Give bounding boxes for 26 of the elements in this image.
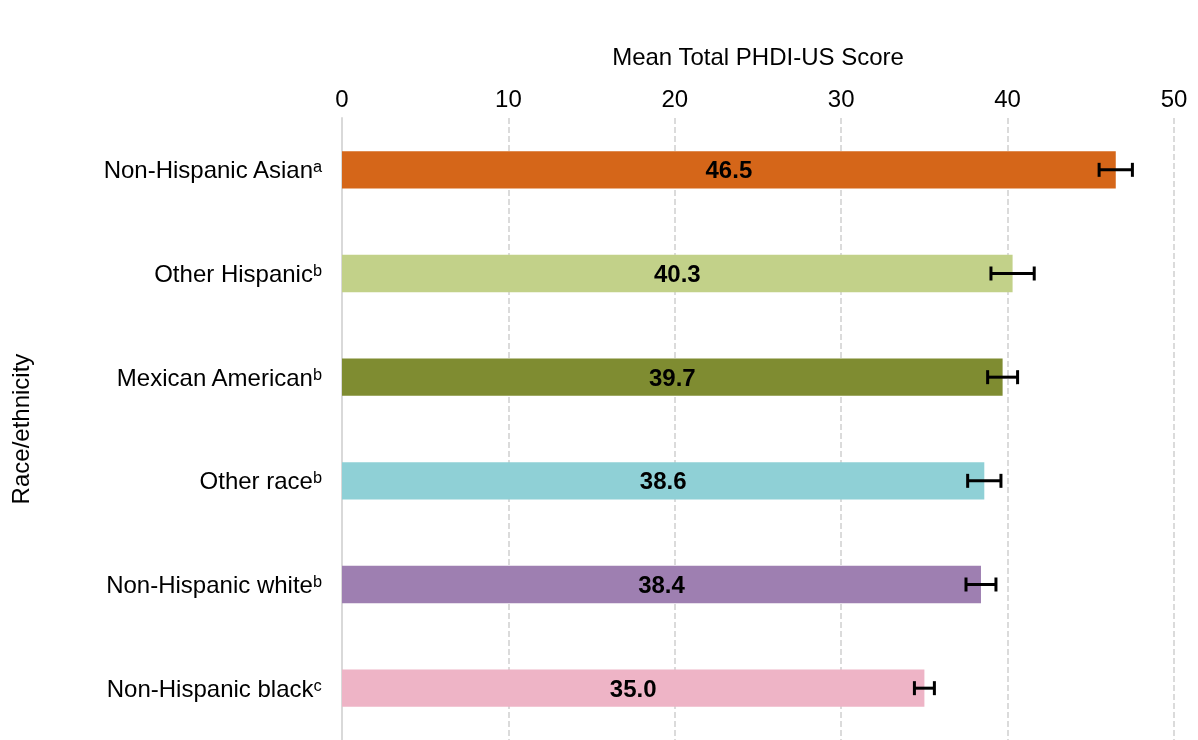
y-tick-label: Other Hispanicᵇ bbox=[154, 260, 322, 287]
y-axis-title: Race/ethnicity bbox=[6, 353, 34, 505]
bar bbox=[342, 151, 1116, 189]
y-tick-label: Mexican Americanᵇ bbox=[116, 363, 322, 391]
x-tick-label: 20 bbox=[661, 84, 689, 112]
x-tick-label: 0 bbox=[335, 84, 349, 112]
y-tick-label: Non-Hispanic Asianᵃ bbox=[103, 156, 324, 184]
bar bbox=[342, 565, 981, 604]
data-label: 38.4 bbox=[638, 571, 686, 598]
x-tick-label: 40 bbox=[994, 84, 1021, 112]
y-tick-label: Non-Hispanic whiteᵇ bbox=[106, 571, 322, 598]
data-label: 40.3 bbox=[653, 260, 701, 287]
bar bbox=[342, 358, 1003, 396]
x-axis-title: Mean Total PHDI-US Score bbox=[612, 42, 904, 70]
bar bbox=[342, 462, 985, 500]
bar bbox=[342, 254, 1013, 293]
data-label: 46.5 bbox=[705, 156, 753, 184]
x-tick-label: 30 bbox=[827, 84, 855, 112]
y-tick-label: Other raceᵇ bbox=[199, 467, 322, 495]
x-tick-label: 10 bbox=[495, 84, 522, 112]
x-tick-label: 50 bbox=[1160, 84, 1188, 112]
data-label: 39.7 bbox=[648, 363, 696, 391]
y-tick-label: Non-Hispanic blackᶜ bbox=[106, 674, 322, 702]
data-label: 38.6 bbox=[639, 467, 687, 495]
data-label: 35.0 bbox=[609, 674, 657, 702]
bar bbox=[342, 669, 925, 707]
